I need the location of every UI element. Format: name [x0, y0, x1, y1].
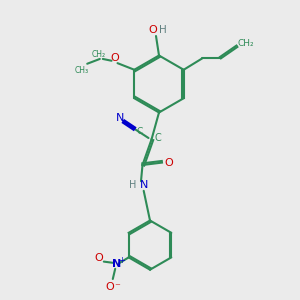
Text: ⁻: ⁻	[115, 282, 121, 292]
Text: C: C	[154, 133, 161, 143]
Text: CH₂: CH₂	[237, 39, 254, 48]
Text: O: O	[94, 253, 103, 263]
Text: CH₂: CH₂	[91, 50, 105, 59]
Text: O: O	[106, 282, 115, 292]
Text: N: N	[112, 259, 121, 269]
Text: O: O	[111, 53, 119, 63]
Text: +: +	[118, 256, 125, 265]
Text: C: C	[136, 127, 142, 136]
Text: CH₃: CH₃	[75, 67, 89, 76]
Text: O: O	[164, 158, 173, 168]
Text: N: N	[140, 180, 148, 190]
Text: O: O	[148, 25, 157, 35]
Text: N: N	[116, 112, 124, 123]
Text: H: H	[159, 25, 167, 35]
Text: H: H	[129, 180, 137, 190]
